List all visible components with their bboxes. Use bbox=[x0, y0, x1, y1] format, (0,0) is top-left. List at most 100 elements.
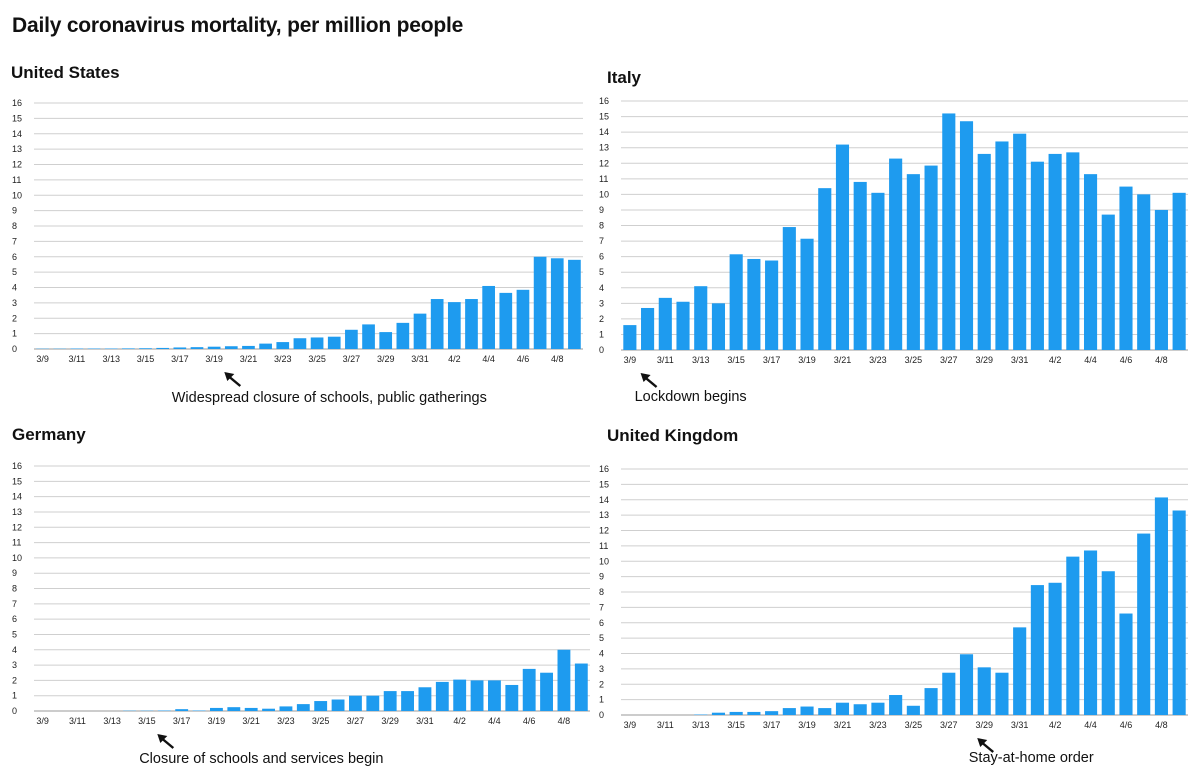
bar-3-17 bbox=[173, 347, 187, 349]
bar-3-30 bbox=[401, 691, 414, 711]
y-tick-label: 9 bbox=[12, 568, 17, 578]
y-tick-label: 0 bbox=[12, 706, 17, 716]
bar-3-17 bbox=[765, 711, 779, 715]
bar-4-1 bbox=[435, 681, 449, 711]
bar-3-26 bbox=[331, 699, 345, 711]
x-tick-label: 3/17 bbox=[763, 720, 781, 730]
y-tick-label: 10 bbox=[599, 556, 609, 566]
bar-4-2 bbox=[1048, 582, 1062, 715]
y-tick-label: 15 bbox=[12, 476, 22, 486]
bar-3-26 bbox=[924, 688, 938, 715]
bar-3-11 bbox=[658, 297, 672, 350]
x-tick-label: 3/21 bbox=[240, 354, 258, 364]
bar-3-15 bbox=[139, 348, 152, 349]
bar-3-27 bbox=[942, 113, 956, 350]
y-tick-label: 7 bbox=[599, 602, 604, 612]
y-tick-label: 6 bbox=[599, 618, 604, 628]
bar-3-28 bbox=[959, 121, 974, 350]
x-tick-label: 3/13 bbox=[692, 355, 710, 365]
annotation-text: Lockdown begins bbox=[635, 389, 747, 405]
y-tick-label: 4 bbox=[599, 283, 604, 293]
x-tick-label: 3/21 bbox=[242, 716, 260, 726]
y-tick-label: 16 bbox=[12, 98, 22, 108]
bar-4-3 bbox=[470, 680, 484, 711]
x-tick-label: 4/8 bbox=[1155, 355, 1168, 365]
x-tick-label: 3/23 bbox=[277, 716, 295, 726]
bar-3-31 bbox=[1013, 133, 1027, 350]
y-tick-label: 1 bbox=[12, 691, 17, 701]
y-tick-label: 14 bbox=[12, 492, 22, 502]
bar-3-22 bbox=[853, 181, 867, 350]
x-tick-label: 4/2 bbox=[448, 354, 461, 364]
y-tick-label: 14 bbox=[12, 129, 22, 139]
y-tick-label: 6 bbox=[12, 614, 17, 624]
x-tick-label: 3/31 bbox=[1011, 355, 1029, 365]
y-tick-label: 16 bbox=[599, 96, 609, 106]
bar-3-30 bbox=[995, 141, 1009, 350]
x-tick-label: 3/27 bbox=[940, 720, 958, 730]
annotation-arrow-icon bbox=[157, 734, 175, 749]
x-tick-label: 3/23 bbox=[274, 354, 292, 364]
bar-4-8 bbox=[1154, 497, 1168, 715]
x-tick-label: 3/19 bbox=[208, 716, 226, 726]
bar-3-25 bbox=[906, 705, 920, 715]
bar-3-16 bbox=[747, 711, 761, 715]
x-tick-label: 4/6 bbox=[1120, 720, 1133, 730]
bar-3-30 bbox=[995, 672, 1009, 715]
y-tick-label: 10 bbox=[12, 553, 22, 563]
y-tick-label: 12 bbox=[599, 526, 609, 536]
y-tick-label: 11 bbox=[12, 538, 21, 548]
x-tick-label: 3/11 bbox=[68, 354, 85, 364]
x-tick-label: 3/15 bbox=[727, 720, 745, 730]
x-tick-label: 3/27 bbox=[347, 716, 365, 726]
bar-3-21 bbox=[835, 702, 850, 715]
x-tick-label: 4/6 bbox=[1120, 355, 1133, 365]
bar-3-29 bbox=[977, 667, 991, 715]
y-tick-label: 10 bbox=[599, 189, 609, 199]
y-tick-label: 5 bbox=[12, 267, 17, 277]
chart-title-united-states: United States bbox=[11, 63, 120, 82]
y-tick-label: 8 bbox=[12, 221, 17, 231]
bar-3-19 bbox=[800, 706, 814, 715]
x-tick-label: 4/8 bbox=[1155, 720, 1168, 730]
x-tick-label: 3/29 bbox=[975, 720, 993, 730]
x-tick-label: 3/17 bbox=[763, 355, 781, 365]
bar-3-26 bbox=[924, 165, 938, 350]
x-tick-label: 3/11 bbox=[657, 720, 674, 730]
y-tick-label: 3 bbox=[599, 298, 604, 308]
y-tick-label: 12 bbox=[599, 158, 609, 168]
x-tick-label: 3/21 bbox=[834, 720, 852, 730]
y-tick-label: 6 bbox=[12, 252, 17, 262]
y-tick-label: 2 bbox=[12, 675, 17, 685]
bar-3-22 bbox=[853, 704, 867, 715]
chart-title-united-kingdom: United Kingdom bbox=[607, 426, 739, 445]
bar-4-4 bbox=[482, 285, 495, 349]
bar-3-19 bbox=[210, 707, 223, 711]
y-tick-label: 11 bbox=[12, 175, 21, 185]
x-tick-label: 3/9 bbox=[36, 354, 49, 364]
y-tick-label: 0 bbox=[599, 710, 604, 720]
bar-3-31 bbox=[418, 687, 432, 711]
y-tick-label: 2 bbox=[599, 314, 604, 324]
bar-3-28 bbox=[959, 654, 974, 715]
bar-4-9 bbox=[1172, 510, 1186, 715]
y-tick-label: 8 bbox=[599, 587, 604, 597]
bar-3-19 bbox=[207, 346, 221, 349]
y-tick-label: 4 bbox=[12, 283, 17, 293]
y-tick-label: 9 bbox=[599, 572, 604, 582]
bar-3-19 bbox=[800, 238, 814, 350]
bar-3-21 bbox=[835, 144, 850, 350]
bar-3-27 bbox=[349, 695, 362, 711]
x-tick-label: 3/25 bbox=[312, 716, 330, 726]
bar-4-6 bbox=[516, 289, 530, 349]
bar-4-6 bbox=[522, 668, 536, 711]
x-tick-label: 3/25 bbox=[905, 720, 923, 730]
x-tick-label: 3/19 bbox=[205, 354, 223, 364]
bar-3-20 bbox=[227, 707, 241, 711]
x-tick-label: 3/23 bbox=[869, 720, 887, 730]
bar-3-29 bbox=[379, 332, 393, 349]
bar-4-1 bbox=[430, 299, 444, 349]
y-tick-label: 11 bbox=[599, 541, 608, 551]
